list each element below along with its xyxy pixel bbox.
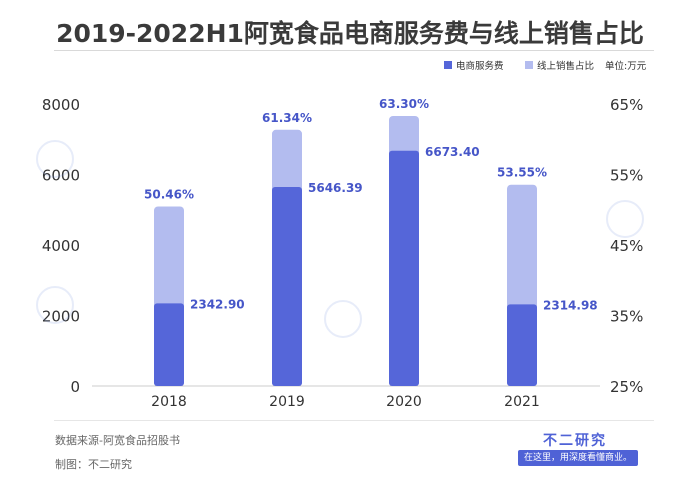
right-axis: 25% 35% 45% 55% 65% [610,96,643,396]
x-axis: 2018 2019 2020 2021 [151,394,540,410]
x-tick-label: 2020 [386,394,422,410]
watermark-mark [606,200,644,238]
brand-logo: 不二研究 [543,433,607,449]
x-tick-label: 2018 [151,394,187,410]
legend-swatch-service-fee [444,61,452,69]
maker-note: 制图：不二研究 [55,458,132,471]
legend-label-online-share: 线上销售占比 [537,60,594,72]
legend: 电商服务费 线上销售占比 单位:万元 [444,60,647,72]
fee-bar [389,150,419,386]
y-tick-label-right: 35% [610,308,643,326]
share-data-label: 63.30% [379,97,429,111]
brand-slogan: 在这里，用深度看懂商业。 [518,450,638,466]
share-data-label: 53.55% [497,166,547,180]
y-tick-label-left: 0 [70,378,80,396]
bars [154,115,537,387]
footer-divider [54,420,654,421]
legend-label-service-fee: 电商服务费 [456,60,504,72]
x-tick-label: 2019 [269,394,305,410]
legend-swatch-online-share [525,61,533,69]
y-tick-label-left: 8000 [42,96,80,114]
y-tick-label-right: 55% [610,167,643,185]
legend-unit: 单位:万元 [605,60,647,72]
x-tick-label: 2021 [504,394,540,410]
share-data-label: 61.34% [262,111,312,125]
y-tick-label-right: 25% [610,378,643,396]
source-note: 数据来源-阿宽食品招股书 [55,434,180,447]
watermark-mark [36,286,74,324]
data-labels: 50.46% 2342.90 61.34% 5646.39 63.30% 6673.40 5… [144,97,598,312]
fee-data-label: 5646.39 [308,181,363,195]
y-tick-label-left: 4000 [42,237,80,255]
watermark-mark [36,140,74,178]
fee-data-label: 6673.40 [425,145,480,159]
fee-data-label: 2314.98 [543,298,598,312]
fee-bar [507,304,537,386]
fee-bar [272,186,302,386]
title-divider [54,50,654,51]
page-title: 2019-2022H1阿宽食品电商服务费与线上销售占比 [56,19,644,48]
fee-data-label: 2342.90 [190,297,245,311]
y-tick-label-right: 45% [610,237,643,255]
share-data-label: 50.46% [144,188,194,202]
watermark-mark [324,300,362,338]
fee-bar [154,303,184,386]
y-tick-label-right: 65% [610,96,643,114]
